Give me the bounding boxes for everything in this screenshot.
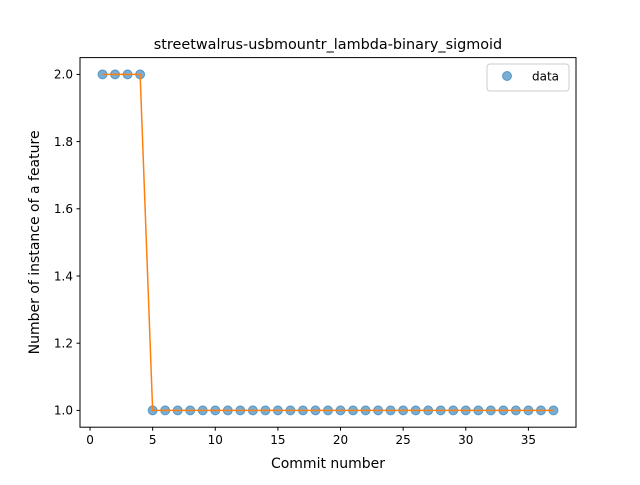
- y-tick-label: 1.4: [54, 269, 73, 283]
- y-tick-label: 1.2: [54, 337, 73, 351]
- y-tick-label: 1.6: [54, 202, 73, 216]
- chart-title: streetwalrus-usbmountr_lambda-binary_sig…: [154, 37, 502, 53]
- y-tick-label: 1.8: [54, 135, 73, 149]
- x-axis-label: Commit number: [271, 456, 385, 472]
- x-tick-label: 15: [270, 433, 285, 447]
- x-tick-label: 35: [521, 433, 536, 447]
- series-line: [102, 73, 554, 412]
- x-tick-label: 25: [396, 433, 411, 447]
- legend-label-data: data: [532, 70, 559, 84]
- legend-marker-data: [502, 71, 512, 81]
- y-axis-label: Number of instance of a feature: [27, 130, 43, 354]
- x-tick-label: 5: [149, 433, 157, 447]
- y-tick-label: 1.0: [54, 404, 73, 418]
- plot-area-frame: [79, 57, 577, 428]
- y-tick-label: 2.0: [54, 68, 73, 82]
- x-tick-label: 10: [208, 433, 223, 447]
- x-tick-label: 0: [86, 433, 94, 447]
- legend-box: [486, 63, 570, 92]
- x-tick-label: 30: [458, 433, 473, 447]
- x-tick-label: 20: [333, 433, 348, 447]
- legend: data: [486, 63, 570, 92]
